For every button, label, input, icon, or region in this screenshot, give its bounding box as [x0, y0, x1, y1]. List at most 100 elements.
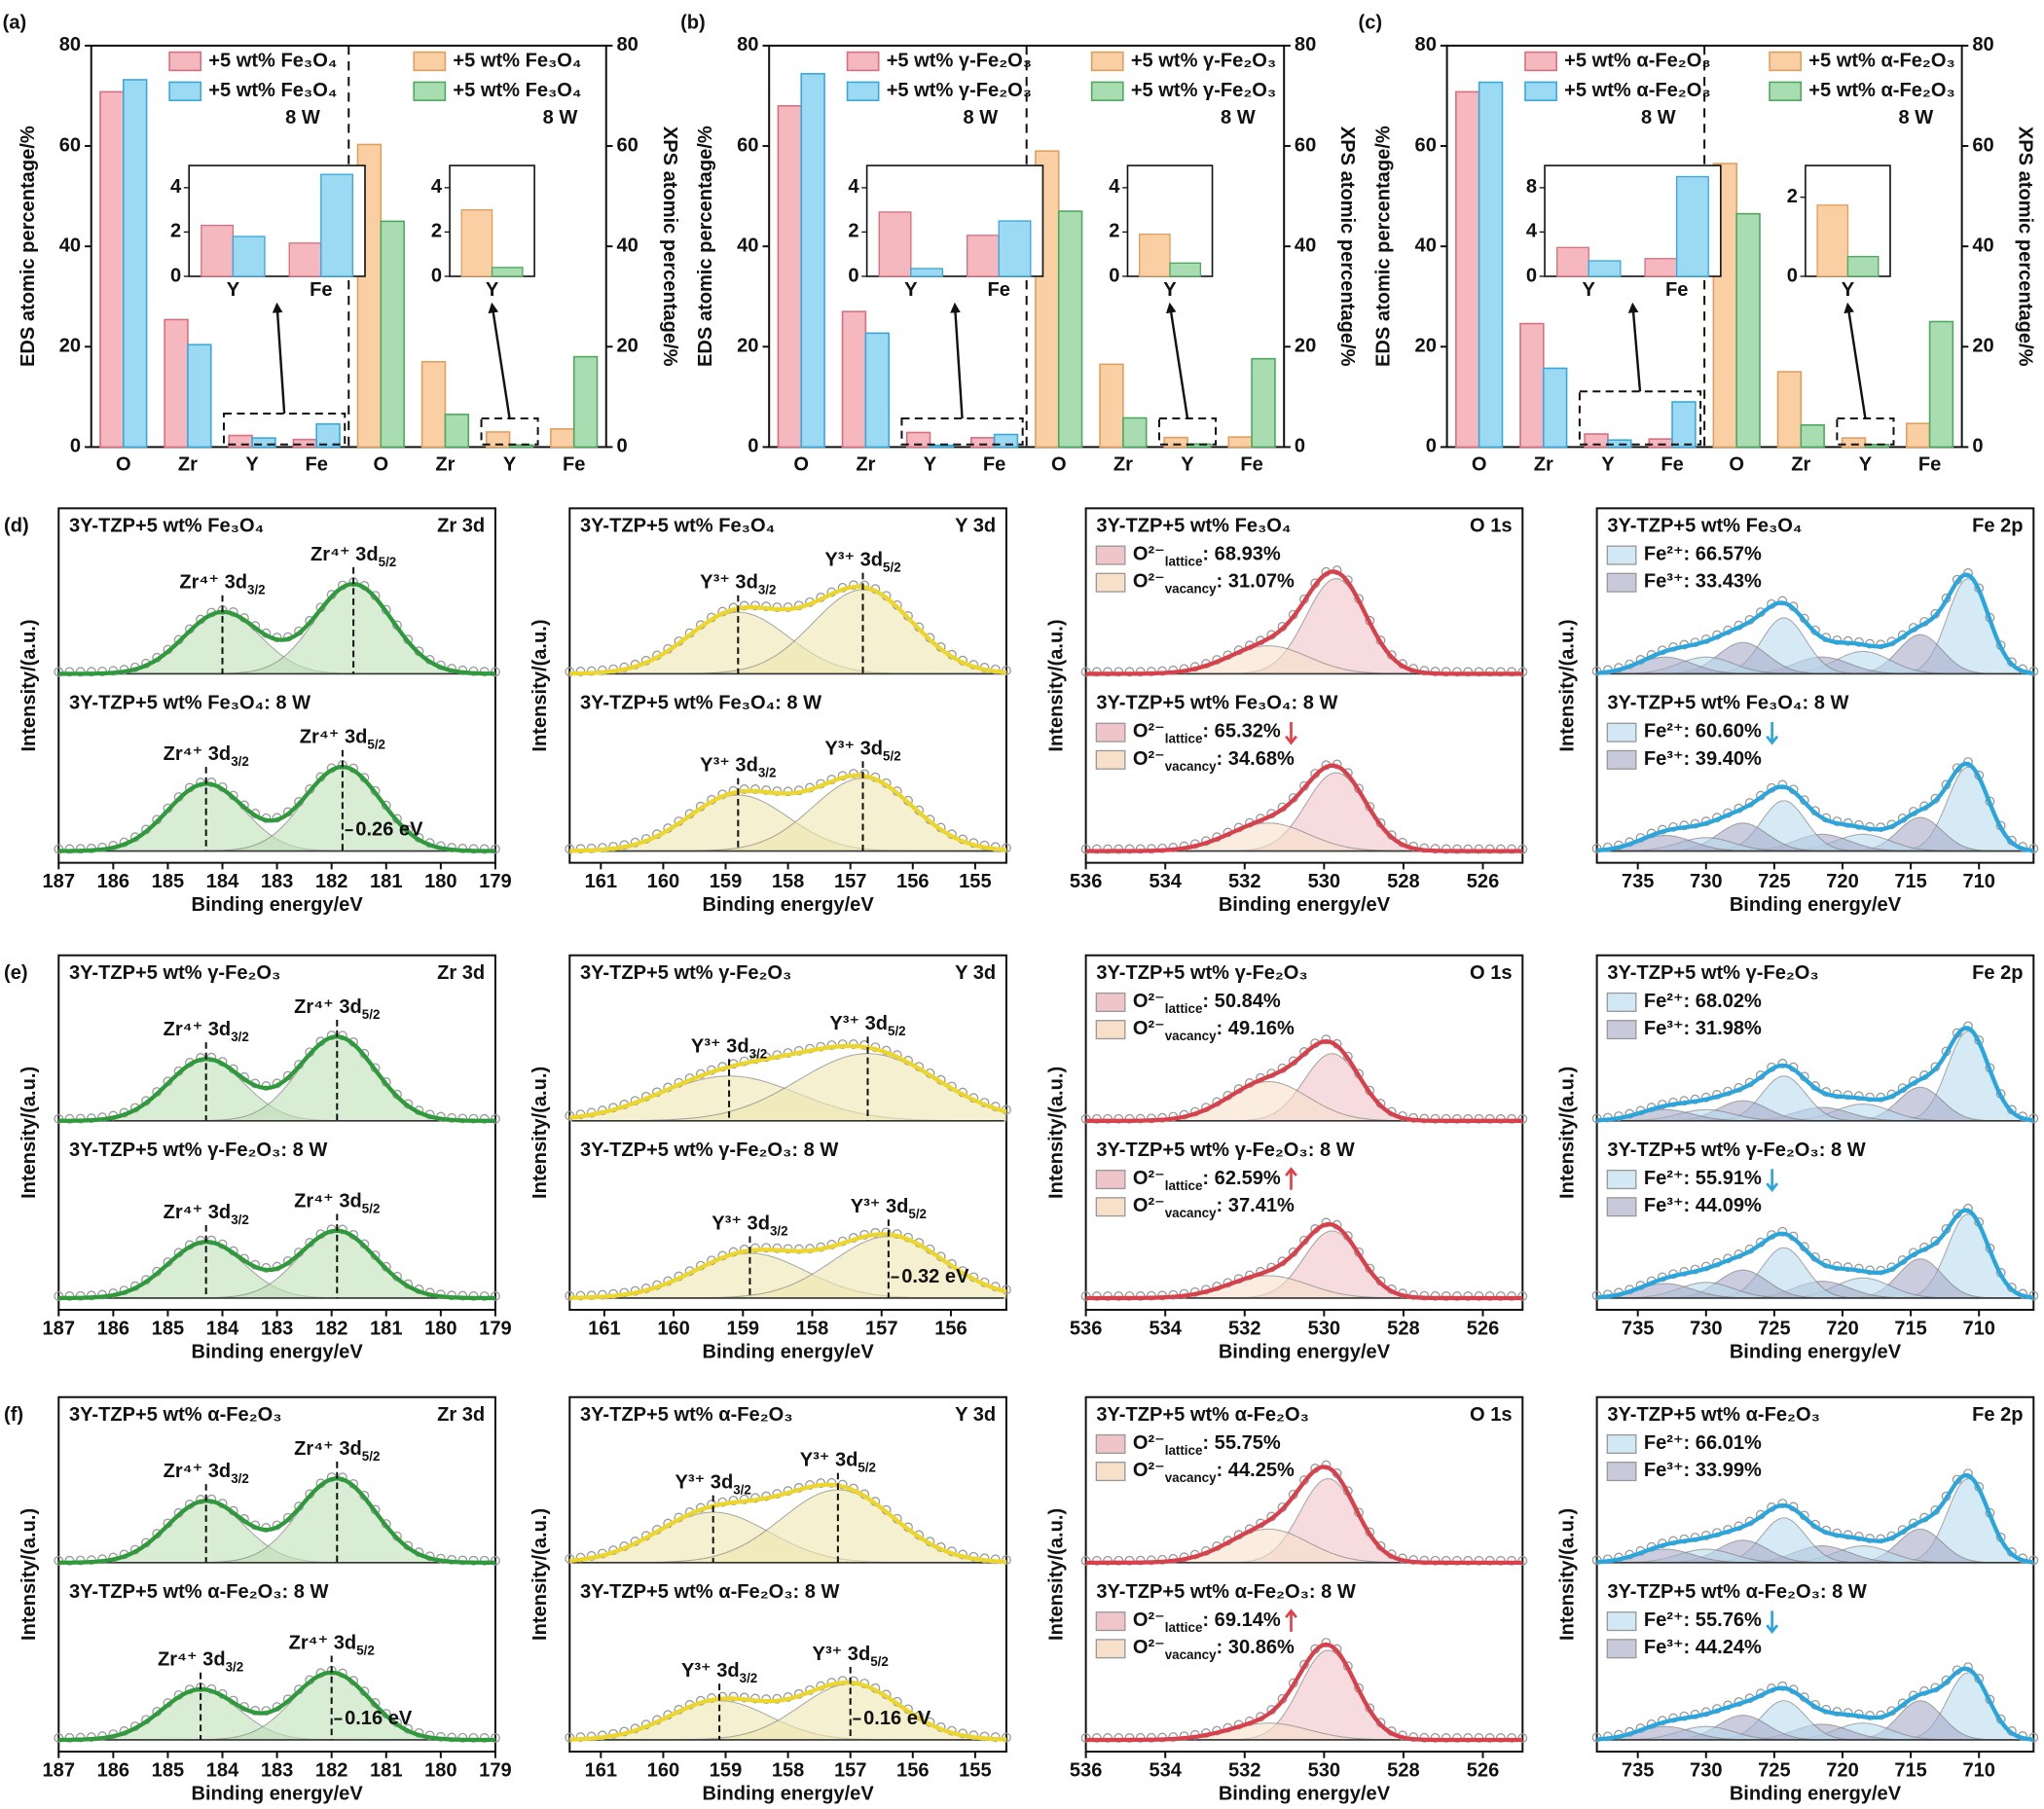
- component-site: lattice: [1165, 1620, 1203, 1635]
- peak-label: Y³⁺ 3d5/2: [824, 550, 900, 575]
- inset-y-tick-label: 2: [1787, 186, 1798, 207]
- legend-swatch: [1606, 572, 1637, 593]
- bar: [380, 220, 405, 449]
- highlight-box: [1578, 390, 1702, 446]
- spectrum-name: 3Y-TZP+5 wt% α-Fe₂O₃: 8 W: [580, 1581, 840, 1603]
- legend-label: +5 wt% Fe₃O₄: [208, 80, 337, 101]
- y-axis-label: Intensity/(a.u.): [18, 1508, 40, 1641]
- panel-label: (d): [4, 515, 29, 536]
- x-tick-label: 180: [424, 1318, 457, 1339]
- spectrum-name: 3Y-TZP+5 wt% α-Fe₂O₃: [1607, 1404, 1820, 1426]
- peak-label-main: Zr⁴⁺ 3d: [179, 572, 247, 594]
- plot-frame: [568, 507, 1007, 864]
- inset-bar: [1556, 246, 1589, 277]
- bar: [1671, 401, 1697, 449]
- peak-label-sub: 3/2: [740, 1671, 758, 1685]
- bar: [292, 438, 317, 449]
- component-label: O²⁻lattice: 65.32%: [1133, 721, 1281, 746]
- peak-label: Zr⁴⁺ 3d3/2: [164, 1461, 249, 1486]
- x-tick-label: 187: [43, 871, 76, 892]
- legend-swatch: [1095, 545, 1126, 565]
- bar: [187, 344, 212, 449]
- x-tick-label: 730: [1690, 1759, 1722, 1781]
- component-label: O²⁻vacancy: 30.86%: [1133, 1638, 1295, 1663]
- inset-y-tick-label: 4: [848, 176, 859, 198]
- y2-axis-label: XPS atomic percentage/%: [1336, 127, 1358, 367]
- bar: [1519, 322, 1545, 449]
- inset-y-tick-label: 0: [1109, 265, 1119, 286]
- x-tick-label: O: [116, 453, 131, 475]
- bar: [251, 437, 276, 449]
- component-fraction: : 60.60%: [1684, 721, 1763, 742]
- legend-swatch: [1606, 545, 1637, 565]
- peak-label: Zr⁴⁺ 3d5/2: [300, 727, 385, 752]
- peak-label: Y³⁺ 3d3/2: [681, 1661, 757, 1686]
- x-tick-label: O: [1051, 453, 1067, 475]
- x-tick-label: 725: [1758, 1318, 1790, 1339]
- x-tick-label: 536: [1070, 1318, 1103, 1339]
- bar: [485, 431, 511, 449]
- component-species: Fe³⁺: [1644, 571, 1684, 593]
- envelope: [569, 1232, 1007, 1300]
- envelope: [1085, 763, 1523, 853]
- spectrum-name: 3Y-TZP+5 wt% Fe₃O₄: 8 W: [1607, 693, 1848, 714]
- x-tick-label: 157: [834, 1759, 867, 1781]
- component-site: lattice: [1165, 732, 1203, 746]
- component-fraction: : 68.02%: [1684, 991, 1763, 1012]
- x-tick-label: 185: [152, 871, 185, 892]
- envelope: [1085, 1642, 1523, 1743]
- legend-swatch: [1769, 51, 1803, 72]
- x-tick-label: Fe: [983, 453, 1005, 475]
- component-site: vacancy: [1165, 1029, 1217, 1043]
- component-fraction: : 55.75%: [1202, 1432, 1281, 1454]
- x-tick-label: 179: [479, 1318, 512, 1339]
- component-species: O²⁻: [1133, 721, 1165, 742]
- x-tick-label: Zr: [856, 453, 875, 475]
- envelope: [1596, 1472, 2034, 1565]
- x-tick-label: 181: [370, 1318, 403, 1339]
- envelope: [58, 1228, 495, 1301]
- component-label: Fe²⁺: 68.02%: [1644, 991, 1762, 1012]
- core-level: O 1s: [1470, 1404, 1513, 1426]
- bar: [1251, 357, 1276, 449]
- x-tick-label: Fe: [305, 453, 327, 475]
- x-tick-label: Y: [924, 453, 937, 475]
- x-axis-label: Binding energy/eV: [702, 894, 874, 916]
- x-tick-label: 528: [1387, 1759, 1419, 1781]
- peak-label-main: Y³⁺ 3d: [700, 572, 758, 594]
- peak-label: Zr⁴⁺ 3d3/2: [164, 1202, 249, 1227]
- spectrum-name: 3Y-TZP+5 wt% α-Fe₂O₃: [580, 1404, 793, 1426]
- peak-label-main: Zr⁴⁺ 3d: [310, 544, 379, 565]
- x-tick-label: Zr: [1534, 453, 1553, 475]
- component-fraction: : 31.07%: [1217, 571, 1296, 593]
- component-fraction: : 65.32%: [1202, 721, 1281, 742]
- peak-label: Zr⁴⁺ 3d5/2: [294, 1438, 380, 1464]
- bar: [864, 332, 890, 449]
- x-tick-label: 530: [1308, 871, 1341, 892]
- y-tick-label: 0: [70, 436, 81, 457]
- x-tick-label: 184: [206, 1759, 239, 1781]
- x-tick-label: 157: [834, 871, 867, 892]
- peak-label-main: Y³⁺ 3d: [675, 1472, 734, 1494]
- x-tick-label: 186: [97, 1759, 130, 1781]
- raw-data-marker: [1777, 1058, 1788, 1068]
- peak-label-main: Y³⁺ 3d: [691, 1036, 749, 1058]
- component-fraction: : 62.59%: [1202, 1168, 1281, 1189]
- peak-label: Y³⁺ 3d5/2: [829, 1014, 905, 1039]
- envelope: [58, 1034, 495, 1123]
- component-fraction: : 44.25%: [1217, 1460, 1296, 1481]
- component-fraction: : 69.14%: [1202, 1610, 1281, 1631]
- component-label: Fe²⁺: 55.91%: [1644, 1168, 1762, 1189]
- raw-data-marker: [1777, 779, 1788, 790]
- inset-y-tick-label: 2: [170, 221, 181, 242]
- peak-label-main: Zr⁴⁺ 3d: [164, 1202, 232, 1223]
- bar: [420, 360, 447, 449]
- x-tick-label: 534: [1149, 1759, 1182, 1781]
- x-tick-label: 526: [1467, 871, 1499, 892]
- x-tick-label: 710: [1962, 871, 1995, 892]
- x-tick-label: 182: [315, 1318, 348, 1339]
- inset-bar: [1846, 255, 1880, 277]
- legend-swatch: [846, 51, 880, 72]
- legend-swatch: [1095, 992, 1126, 1012]
- component-fraction: : 30.86%: [1217, 1638, 1296, 1659]
